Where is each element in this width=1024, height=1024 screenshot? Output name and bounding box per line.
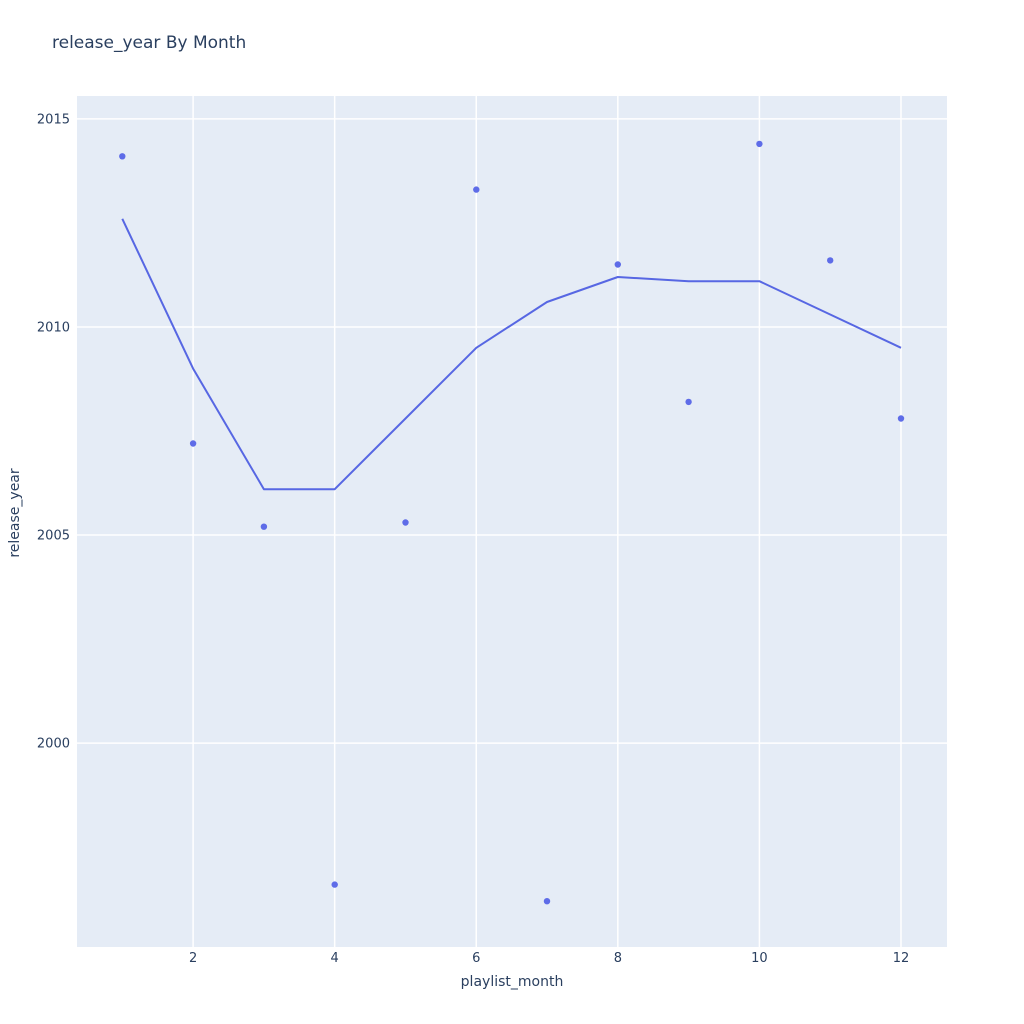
y-tick-label: 2015 xyxy=(37,112,70,127)
scatter-point[interactable] xyxy=(189,440,197,447)
x-tick-label: 12 xyxy=(893,951,910,966)
y-tick-label: 2005 xyxy=(37,529,70,544)
scatter-point[interactable] xyxy=(119,153,126,160)
x-tick-labels: 2 4 6 8 10 12 xyxy=(189,951,909,966)
y-gridlines xyxy=(77,118,947,744)
y-tick-labels: 2000 2005 2010 2015 xyxy=(37,112,70,751)
scatter-point[interactable] xyxy=(402,519,409,526)
scatter-point[interactable] xyxy=(685,398,692,406)
scatter-point[interactable] xyxy=(331,881,338,888)
x-tick-label: 2 xyxy=(189,951,197,966)
x-tick-label: 8 xyxy=(614,951,622,966)
scatter-point[interactable] xyxy=(827,257,834,264)
scatter-point[interactable] xyxy=(260,523,268,530)
chart-title: release_year By Month xyxy=(52,33,246,53)
y-tick-label: 2010 xyxy=(37,320,70,335)
scatter-point[interactable] xyxy=(614,261,621,268)
x-tick-label: 4 xyxy=(331,951,339,966)
x-axis-title: playlist_month xyxy=(461,974,564,990)
y-axis-title: release_year xyxy=(7,468,23,558)
scatter-point[interactable] xyxy=(756,140,763,148)
y-tick-label: 2000 xyxy=(37,737,70,752)
scatter-point[interactable] xyxy=(897,415,905,422)
trend-line xyxy=(121,218,902,491)
scatter-point[interactable] xyxy=(543,898,551,905)
x-gridlines xyxy=(192,96,902,947)
plot-area xyxy=(77,96,947,947)
scatter-point[interactable] xyxy=(473,186,480,193)
x-tick-label: 6 xyxy=(472,951,480,966)
scatter-points-group xyxy=(119,140,905,905)
x-tick-label: 10 xyxy=(751,951,768,966)
trend-line-group xyxy=(121,218,902,491)
